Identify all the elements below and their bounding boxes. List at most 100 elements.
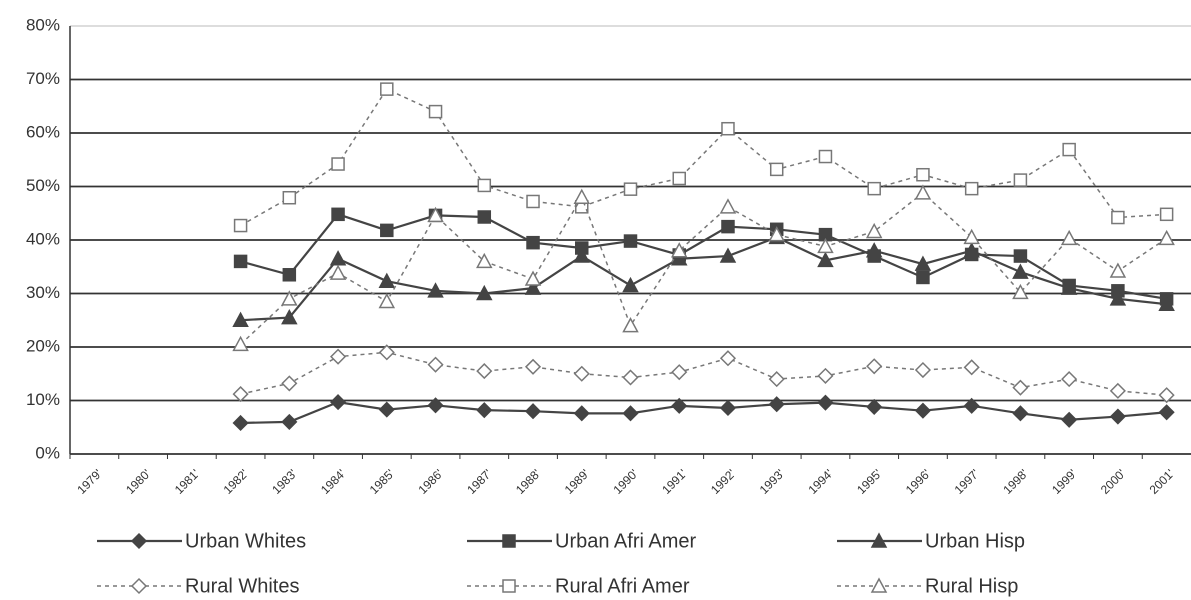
point <box>427 206 444 223</box>
point <box>1109 408 1126 425</box>
point <box>1062 142 1076 157</box>
point <box>1158 229 1175 246</box>
point <box>331 157 345 171</box>
legend-label: Urban Whites <box>185 530 306 552</box>
series-line <box>240 400 1167 425</box>
point <box>817 237 834 254</box>
point <box>914 361 931 379</box>
point <box>914 255 932 271</box>
point <box>281 290 298 306</box>
point <box>817 251 834 268</box>
x-tick-label: 1997' <box>952 466 982 496</box>
point <box>573 365 590 382</box>
legend-marker <box>870 532 888 548</box>
point <box>329 250 347 266</box>
point <box>1060 229 1078 246</box>
point <box>719 198 737 214</box>
point <box>622 369 639 386</box>
point <box>916 167 930 182</box>
point <box>476 363 493 380</box>
point <box>963 359 980 376</box>
x-tick-label: 1990' <box>610 466 640 496</box>
x-tick-label: 2001' <box>1147 466 1177 496</box>
point <box>476 252 493 269</box>
legend-marker <box>502 579 516 593</box>
x-tick-label: 1982' <box>221 466 251 496</box>
point <box>330 348 347 365</box>
series-line <box>240 236 1167 322</box>
point <box>1060 279 1078 295</box>
point <box>671 364 688 381</box>
y-tick-label: 20% <box>26 336 60 355</box>
point <box>380 82 394 96</box>
point <box>963 397 980 414</box>
point <box>622 276 639 293</box>
x-tick-label: 1992' <box>708 466 738 496</box>
legend-label: Urban Hisp <box>925 530 1025 552</box>
point <box>866 398 883 415</box>
point <box>623 182 638 196</box>
series-line <box>240 191 1168 345</box>
point <box>622 405 639 422</box>
point <box>573 188 591 204</box>
point <box>232 414 249 432</box>
y-tick-label: 70% <box>26 69 60 88</box>
series <box>232 184 1175 352</box>
y-tick-label: 50% <box>26 176 60 195</box>
series-line <box>240 351 1167 396</box>
legend-marker <box>870 577 888 593</box>
point <box>719 350 737 367</box>
point <box>477 210 492 224</box>
point <box>721 121 735 136</box>
point <box>378 401 395 418</box>
x-tick-label: 1981' <box>172 466 202 496</box>
x-tick-label: 1993' <box>757 466 787 496</box>
legend-label: Rural Afri Amer <box>555 575 690 597</box>
point <box>232 386 249 403</box>
point <box>1012 283 1029 300</box>
x-tick-label: 1996' <box>903 466 933 496</box>
y-tick-label: 0% <box>35 443 60 462</box>
point <box>670 242 688 258</box>
x-tick-label: 1994' <box>805 466 835 496</box>
point <box>331 207 345 222</box>
point <box>1013 173 1028 187</box>
point <box>622 317 639 333</box>
point <box>623 234 638 248</box>
point <box>768 371 785 388</box>
point <box>232 311 249 327</box>
point <box>818 149 833 164</box>
point <box>768 226 785 242</box>
legend-marker <box>130 532 148 550</box>
point <box>378 272 396 288</box>
point <box>526 194 540 209</box>
point <box>330 394 347 411</box>
point <box>963 228 980 245</box>
x-tick-label: 1983' <box>269 466 299 496</box>
point <box>477 178 492 193</box>
x-tick-label: 1998' <box>1000 466 1030 496</box>
point <box>1012 263 1029 279</box>
point <box>1061 371 1078 388</box>
series <box>233 207 1174 306</box>
x-tick-label: 1984' <box>318 466 348 496</box>
point <box>964 181 979 196</box>
point <box>1109 262 1127 278</box>
point <box>526 235 540 250</box>
point <box>281 308 298 325</box>
point <box>867 181 881 196</box>
x-tick-label: 1980' <box>123 466 153 496</box>
point <box>524 358 542 375</box>
point <box>1111 210 1125 225</box>
point <box>866 358 883 375</box>
point <box>282 268 297 282</box>
y-tick-label: 60% <box>26 122 60 141</box>
point <box>1061 411 1078 428</box>
point <box>719 247 737 263</box>
point <box>233 218 248 233</box>
x-tick-label: 1991' <box>659 466 689 496</box>
point <box>573 247 591 263</box>
point <box>282 190 297 205</box>
point <box>769 162 784 177</box>
